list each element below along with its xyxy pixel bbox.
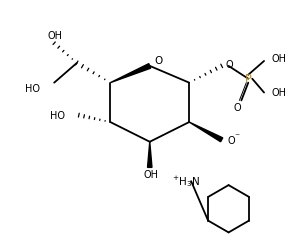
Text: ⁻: ⁻: [234, 132, 240, 142]
Text: OH: OH: [48, 31, 63, 41]
Text: P: P: [245, 74, 252, 84]
Polygon shape: [110, 64, 151, 83]
Text: O: O: [228, 136, 235, 146]
Text: $^{+}$H$_3$N: $^{+}$H$_3$N: [173, 174, 201, 189]
Polygon shape: [189, 122, 223, 142]
Text: O: O: [234, 103, 241, 113]
Text: OH: OH: [143, 170, 158, 180]
Text: HO: HO: [50, 111, 65, 121]
Text: O: O: [226, 60, 233, 70]
Text: OH: OH: [272, 54, 287, 64]
Text: OH: OH: [272, 87, 287, 98]
Text: HO: HO: [25, 84, 40, 93]
Text: O: O: [155, 56, 163, 66]
Polygon shape: [148, 142, 152, 167]
